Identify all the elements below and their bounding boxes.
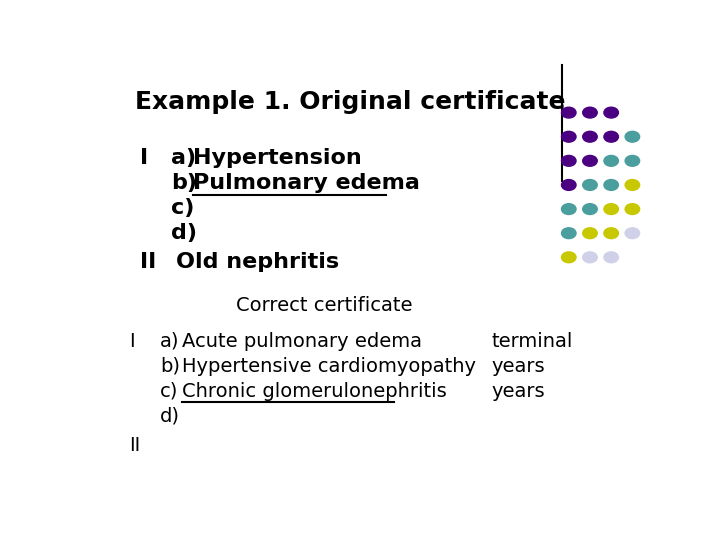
Circle shape: [625, 131, 639, 142]
Text: Chronic glomerulonephritis: Chronic glomerulonephritis: [182, 382, 447, 401]
Circle shape: [582, 131, 597, 142]
Circle shape: [625, 156, 639, 166]
Text: years: years: [492, 357, 545, 376]
Text: a): a): [171, 148, 196, 168]
Circle shape: [562, 156, 576, 166]
Circle shape: [604, 131, 618, 142]
Circle shape: [562, 252, 576, 263]
Text: years: years: [492, 382, 545, 401]
Circle shape: [625, 204, 639, 214]
Circle shape: [625, 180, 639, 191]
Text: Old nephritis: Old nephritis: [176, 252, 340, 272]
Text: I: I: [140, 148, 148, 168]
Text: Hypertensive cardiomyopathy: Hypertensive cardiomyopathy: [182, 357, 476, 376]
Text: c): c): [171, 198, 194, 218]
Text: b): b): [171, 173, 197, 193]
Circle shape: [604, 252, 618, 263]
Circle shape: [562, 228, 576, 239]
Text: Correct certificate: Correct certificate: [236, 296, 413, 315]
Text: c): c): [160, 382, 178, 401]
Text: II: II: [129, 436, 140, 455]
Circle shape: [562, 107, 576, 118]
Text: Acute pulmonary edema: Acute pulmonary edema: [182, 332, 422, 351]
Circle shape: [625, 228, 639, 239]
Text: Example 1. Original certificate: Example 1. Original certificate: [135, 90, 565, 114]
Text: I: I: [129, 332, 135, 351]
Circle shape: [582, 252, 597, 263]
Circle shape: [604, 180, 618, 191]
Text: terminal: terminal: [492, 332, 573, 351]
Text: Hypertension: Hypertension: [193, 148, 362, 168]
Circle shape: [582, 228, 597, 239]
Circle shape: [604, 228, 618, 239]
Circle shape: [604, 204, 618, 214]
Text: Pulmonary edema: Pulmonary edema: [193, 173, 420, 193]
Circle shape: [582, 180, 597, 191]
Text: II: II: [140, 252, 156, 272]
Text: d): d): [160, 407, 180, 426]
Text: a): a): [160, 332, 179, 351]
Circle shape: [562, 180, 576, 191]
Circle shape: [604, 107, 618, 118]
Circle shape: [582, 156, 597, 166]
Text: b): b): [160, 357, 180, 376]
Circle shape: [582, 107, 597, 118]
Circle shape: [562, 131, 576, 142]
Circle shape: [562, 204, 576, 214]
Circle shape: [604, 156, 618, 166]
Text: d): d): [171, 223, 197, 243]
Circle shape: [582, 204, 597, 214]
